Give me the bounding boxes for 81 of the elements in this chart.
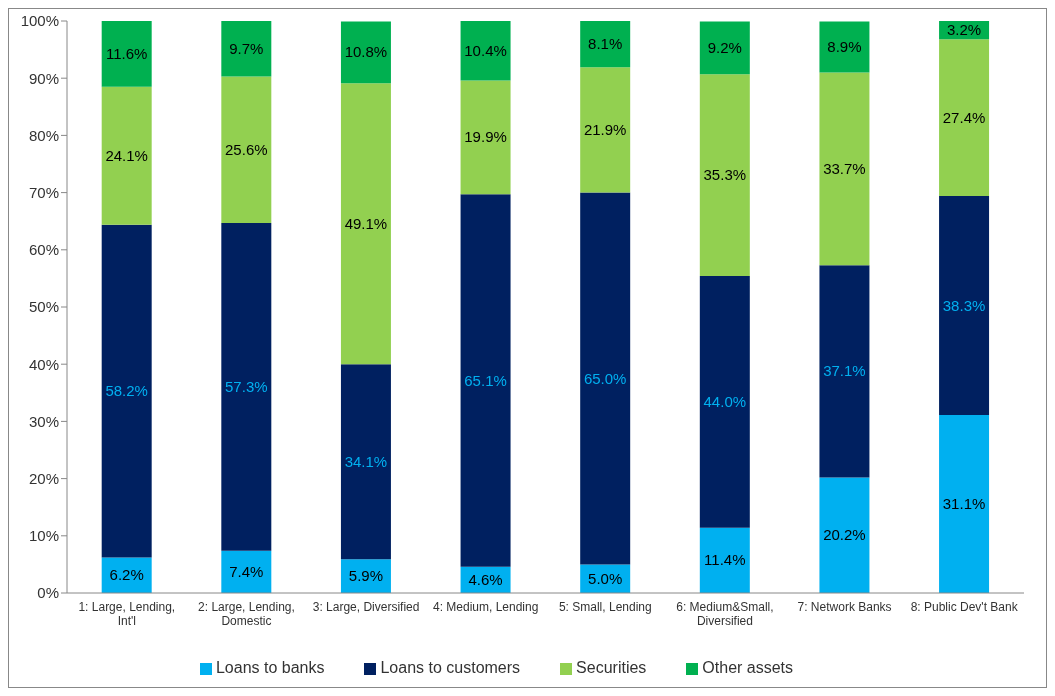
data-label: 27.4% — [942, 108, 986, 126]
data-label: 24.1% — [105, 146, 148, 164]
data-label: 37.1% — [823, 362, 866, 380]
data-label: 31.1% — [942, 495, 986, 513]
legend-label: Loans to banks — [215, 659, 325, 676]
data-label: 3.2% — [946, 21, 982, 39]
data-label: 6.2% — [109, 566, 144, 584]
bar — [460, 21, 511, 81]
x-tick-label: 8: Public Dev't Bank — [910, 600, 1019, 614]
data-label: 38.3% — [942, 296, 986, 314]
data-label: 4.6% — [468, 570, 503, 588]
y-tick-label: 0% — [37, 584, 59, 602]
data-label: 19.9% — [464, 128, 507, 146]
data-label: 9.2% — [707, 38, 742, 56]
data-label: 7.4% — [229, 562, 264, 580]
bar — [699, 21, 750, 75]
data-label: 5.9% — [348, 567, 384, 585]
data-label: 8.1% — [588, 35, 623, 53]
bar — [699, 276, 750, 528]
bar — [101, 224, 152, 558]
bar — [819, 477, 870, 593]
data-label: 8.9% — [827, 38, 862, 56]
data-label: 21.9% — [583, 120, 627, 138]
y-tick-label: 100% — [20, 12, 59, 30]
bar — [101, 21, 152, 87]
data-label: 49.1% — [344, 214, 388, 232]
bar — [939, 415, 990, 593]
data-label: 10.8% — [344, 43, 388, 61]
data-label: 11.6% — [105, 44, 148, 62]
bar — [699, 74, 750, 277]
bar — [819, 265, 870, 478]
bar — [221, 222, 272, 551]
x-tick-label: 2: Large, Lending, Domestic — [198, 600, 295, 628]
bar — [340, 83, 391, 365]
bar — [819, 72, 870, 266]
y-tick-label: 90% — [28, 69, 59, 87]
bar — [580, 192, 631, 565]
y-tick-label: 80% — [28, 126, 59, 144]
bar — [340, 364, 391, 560]
data-label: 34.1% — [344, 452, 388, 470]
bar — [580, 21, 631, 68]
y-tick-label: 70% — [28, 183, 59, 201]
x-tick-label: 3: Large, Diversified — [312, 600, 420, 614]
x-tick-label: 7: Network Banks — [797, 600, 892, 614]
bar — [460, 80, 511, 195]
data-label: 58.2% — [105, 382, 148, 400]
y-tick-label: 50% — [28, 298, 59, 316]
y-tick-label: 30% — [28, 412, 59, 430]
bar — [460, 194, 511, 567]
x-tick-label: 4: Medium, Lending — [432, 600, 539, 614]
data-label: 25.6% — [225, 140, 268, 158]
y-tick-label: 60% — [28, 241, 59, 259]
legend-label: Other assets — [702, 659, 794, 676]
bar — [340, 21, 391, 84]
data-label: 11.4% — [704, 551, 746, 569]
bar — [221, 76, 272, 223]
data-label: 9.7% — [229, 39, 264, 57]
bar — [939, 39, 990, 197]
data-label: 65.1% — [464, 371, 507, 389]
data-label: 65.0% — [583, 369, 627, 387]
bar — [101, 86, 152, 225]
x-tick-label: 6: Medium&Small, Diversified — [676, 600, 774, 628]
bar — [939, 196, 990, 416]
bar — [580, 67, 631, 193]
bar — [699, 527, 750, 593]
data-label: 44.0% — [703, 392, 747, 410]
y-tick-label: 10% — [28, 527, 59, 545]
data-label: 57.3% — [225, 377, 268, 395]
x-tick-label: 5: Small, Lending — [558, 600, 652, 614]
data-label: 5.0% — [588, 569, 623, 587]
bar — [221, 21, 272, 77]
y-tick-label: 40% — [28, 355, 59, 373]
data-label: 35.3% — [703, 166, 747, 184]
data-label: 20.2% — [823, 526, 866, 544]
legend-label: Securities — [576, 659, 647, 676]
legend-label: Loans to customers — [380, 659, 521, 676]
data-label: 33.7% — [823, 159, 866, 177]
data-label: 10.4% — [464, 41, 507, 59]
y-tick-label: 20% — [28, 469, 59, 487]
x-tick-label: 1: Large, Lending, Int'l — [78, 600, 176, 628]
bar — [819, 21, 870, 73]
